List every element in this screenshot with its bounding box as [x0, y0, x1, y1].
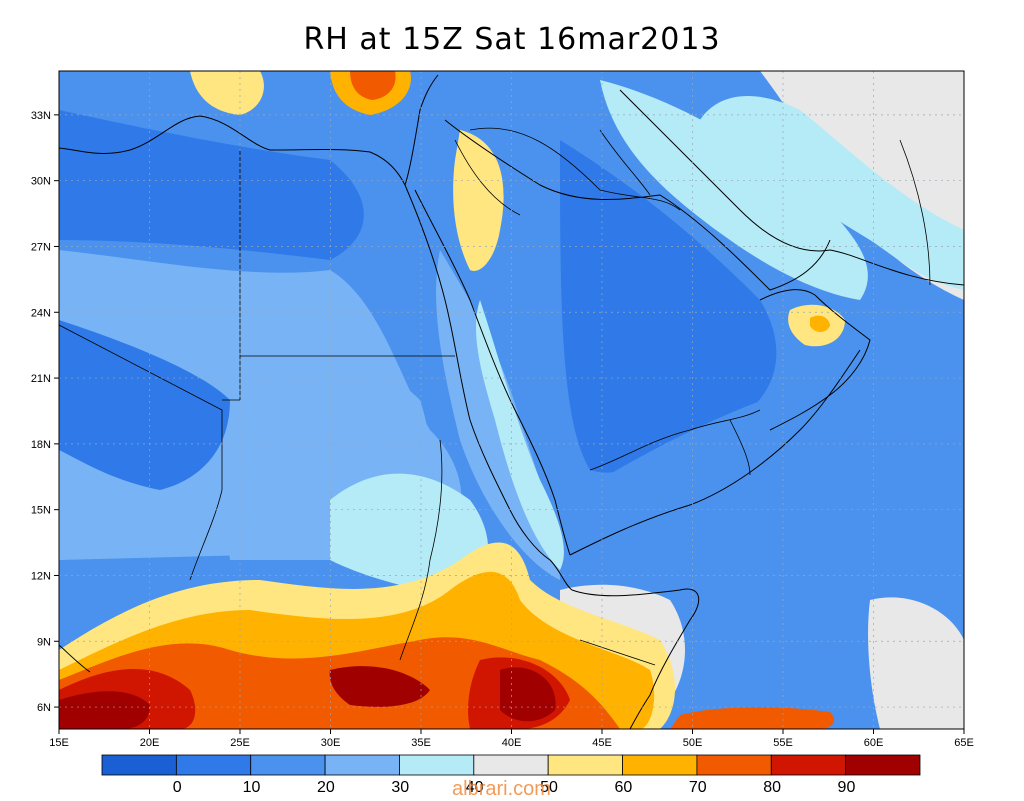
coast-red-sea-west: [404, 184, 573, 591]
colorbar-segment: [399, 754, 475, 776]
y-tick-label: 21N: [31, 373, 51, 385]
fill-med-yellow: [190, 71, 264, 115]
border-sudan-chad: [189, 489, 223, 581]
colorbar-segment: [473, 754, 549, 776]
border-sudan-ethiopia: [399, 439, 443, 661]
colorbar-segment: [324, 754, 400, 776]
x-tick-label: 65E: [954, 737, 974, 749]
rh-contour-fills: [59, 71, 964, 729]
colorbar-segment: [250, 754, 326, 776]
fill-arabia-dark: [560, 140, 777, 473]
colorbar-label: 50: [540, 779, 558, 796]
border-iran-afghan: [899, 139, 931, 286]
border-chad-niger: [59, 324, 223, 490]
fill-gulf-light: [600, 80, 868, 300]
colorbar-segment: [175, 754, 252, 776]
fill-africa-maroon: [59, 691, 150, 729]
political-borders: [59, 127, 931, 666]
x-tick-label: 25E: [230, 737, 250, 749]
x-tick-label: 15E: [49, 737, 69, 749]
border-jordan: [454, 139, 521, 216]
coast-oman: [759, 289, 871, 431]
fill-oman-orange: [810, 315, 830, 332]
y-tick-label: 33N: [31, 110, 51, 122]
watermark-text: albrari.com: [452, 778, 551, 800]
coast-red-sea-east: [414, 189, 571, 556]
coast-iran: [619, 89, 964, 286]
coastlines: [59, 74, 964, 729]
x-tick-label: 60E: [864, 737, 884, 749]
coast-somalia: [571, 588, 700, 729]
fill-levant-yellow: [453, 130, 504, 271]
y-tick-label: 24N: [31, 307, 51, 319]
fill-nw-africa-dark: [59, 320, 230, 490]
x-tick-label: 35E: [411, 737, 431, 749]
y-tick-label: 9N: [37, 636, 51, 648]
coast-west-africa: [59, 644, 91, 673]
y-tick-label: 6N: [37, 702, 51, 714]
colorbar-segment: [696, 754, 772, 776]
x-tick-label: 40E: [502, 737, 522, 749]
gridlines: [59, 71, 964, 729]
colorbar-label: 20: [317, 779, 335, 796]
coast-arabia-gulf: [444, 119, 831, 291]
border-ethiopia-somalia: [579, 639, 656, 666]
x-tick-label: 55E: [773, 737, 793, 749]
x-tick-label: 30E: [321, 737, 341, 749]
fill-iran-light: [700, 96, 964, 290]
colorbar-segment: [770, 754, 847, 776]
colorbar-label: 10: [243, 779, 261, 796]
fill-horn-maroon: [500, 667, 556, 722]
colorbar: 0 10 20 30 40 50 60 70 80 90: [101, 754, 921, 796]
border-yemen-oman: [729, 419, 751, 476]
y-tick-label: 27N: [31, 241, 51, 253]
border-saudi-yemen: [589, 409, 761, 471]
coast-north-africa: [59, 74, 439, 187]
colorbar-label: 60: [614, 779, 632, 796]
colorbar-segment: [547, 754, 623, 776]
border-iran-iraq: [599, 129, 651, 196]
colorbar-segment: [622, 754, 698, 776]
fill-med-red: [350, 71, 396, 100]
y-tick-label: 30N: [31, 176, 51, 188]
colorbar-label: 40: [466, 779, 484, 796]
fill-sea-red: [670, 707, 835, 729]
y-tick-label: 15N: [31, 505, 51, 517]
border-saudi-iraq: [469, 127, 681, 211]
colorbar-label: 90: [838, 779, 856, 796]
colorbar-label: 70: [689, 779, 707, 796]
colorbar-label: 30: [391, 779, 409, 796]
colorbar-label: 80: [763, 779, 781, 796]
x-tick-label: 45E: [592, 737, 612, 749]
fill-east-neutral: [868, 597, 964, 729]
y-tick-label: 18N: [31, 439, 51, 451]
colorbar-segment: [101, 754, 177, 776]
fill-ethiopia-maroon: [329, 666, 430, 707]
colorbar-segment: [845, 754, 921, 776]
axes: 15E 20E 25E 30E 35E 40E 45E 50E 55E 60E 65E 33N 30N 2…: [31, 110, 974, 749]
x-tick-label: 20E: [140, 737, 160, 749]
colorbar-label: 0: [173, 779, 182, 796]
y-tick-label: 12N: [31, 570, 51, 582]
x-tick-label: 50E: [683, 737, 703, 749]
map-title: RH at 15Z Sat 16mar2013: [303, 22, 721, 57]
fill-red-sea-light: [475, 300, 564, 570]
